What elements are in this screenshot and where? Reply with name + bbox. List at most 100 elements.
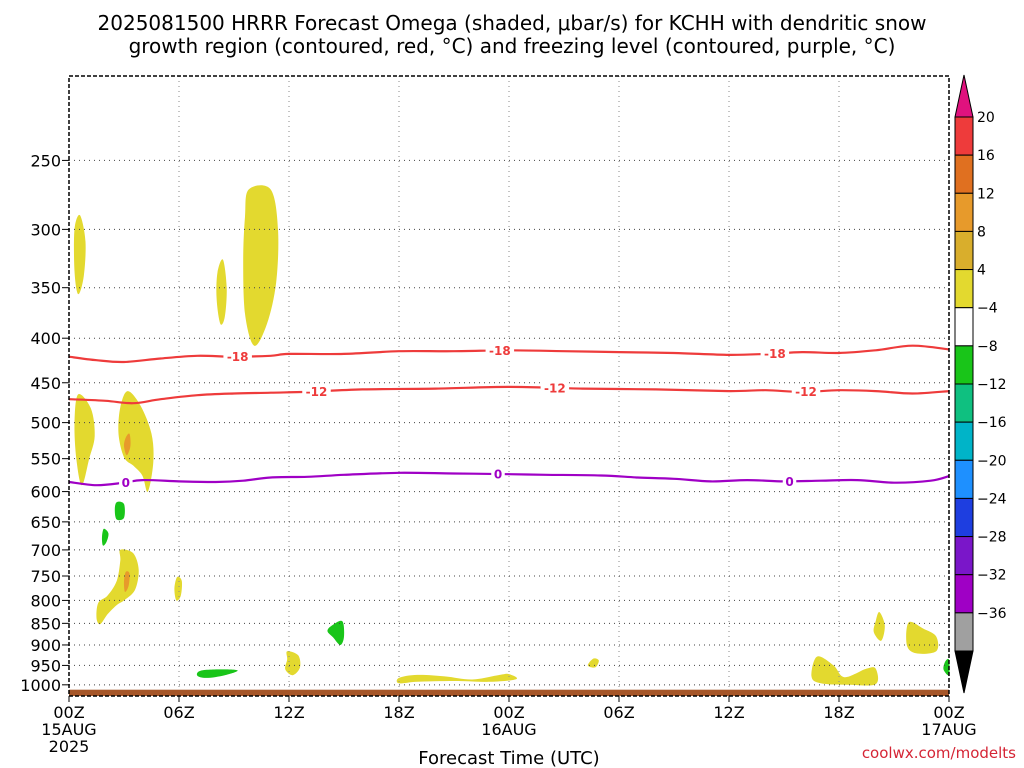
credit-text[interactable]: coolwx.com/modelts (862, 744, 1016, 762)
y-tick-label: 650 (30, 513, 61, 532)
omega-shaded-area (74, 393, 95, 486)
chart-title-line-2: growth region (contoured, red, °C) and f… (129, 34, 896, 58)
contour-label-bg (760, 346, 790, 361)
x-tick-label: 18Z (383, 703, 414, 722)
x-tick-label: 16AUG (481, 720, 536, 739)
contour-label: -12 (306, 385, 328, 399)
x-tick-label: 12Z (273, 703, 304, 722)
colorbar-swatch (954, 536, 974, 576)
contour-label: -12 (795, 385, 817, 399)
chart-title-line-1: 2025081500 HRRR Forecast Omega (shaded, … (98, 11, 927, 35)
contour-label-bg (119, 475, 133, 490)
x-tick-label: 06Z (163, 703, 194, 722)
contour-label-bg (491, 467, 505, 482)
colorbar-swatch (954, 154, 974, 194)
omega-shaded-area (216, 259, 227, 325)
x-tick-label: 06Z (603, 703, 634, 722)
colorbar-swatch (954, 116, 974, 156)
y-tick-label: 500 (30, 414, 61, 433)
y-tick-label: 700 (30, 541, 61, 560)
y-tick-label: 550 (30, 450, 61, 469)
contour-label: 0 (122, 476, 130, 490)
omega-shaded-area (118, 391, 154, 492)
contour-label-bg (302, 384, 331, 399)
omega-shaded-area (174, 576, 183, 601)
pressure-axis-ticks: 250 300 350 400 450 500 550 600 650 700 750 800 850 9… (20, 151, 69, 695)
ground-band (69, 689, 949, 696)
contour-label: 0 (494, 468, 502, 482)
y-tick-label: 400 (30, 329, 61, 348)
omega-shaded-area (327, 620, 345, 646)
y-tick-label: 900 (30, 636, 61, 655)
colorbar-label: −8 (977, 339, 998, 355)
omega-shaded-area (285, 651, 301, 676)
x-tick-label: 00Z (493, 703, 524, 722)
x-tick-label: 18Z (823, 703, 854, 722)
omega-shaded-area (123, 433, 131, 456)
x-tick-label: 17AUG (921, 720, 976, 739)
contour-label: 0 (785, 475, 793, 489)
omega-shaded-area (123, 571, 130, 592)
contour-label-bg (791, 384, 821, 399)
colorbar-label: 20 (977, 110, 995, 126)
colorbar-top-arrow (954, 74, 974, 118)
plot-grid (69, 76, 949, 696)
x-tick-label: 00Z (53, 703, 84, 722)
omega-shaded-area (396, 673, 518, 684)
colorbar-label: −20 (977, 453, 1007, 469)
colorbar-swatch (954, 383, 974, 423)
contour-line (68, 344, 950, 364)
contour-label: -18 (489, 344, 511, 358)
omega-shaded-area (73, 214, 86, 295)
colorbar-swatch (954, 612, 974, 652)
omega-shaded-area (811, 656, 879, 686)
omega-shaded-area (906, 621, 939, 654)
contour-label: -18 (764, 347, 786, 361)
colorbar-swatch (954, 421, 974, 461)
y-tick-label: 350 (30, 279, 61, 298)
contour-label-bg (540, 380, 570, 395)
omega-shading-layer (73, 185, 950, 686)
colorbar-swatch (954, 497, 974, 538)
omega-shaded-area (873, 611, 885, 641)
y-tick-label: 750 (30, 567, 61, 586)
y-tick-label: 300 (30, 220, 61, 239)
x-tick-label: 15AUG (41, 720, 96, 739)
colorbar-label: 8 (977, 224, 986, 240)
colorbar-swatch (954, 307, 974, 347)
colorbar-label: −16 (977, 415, 1007, 431)
colorbar-label: −4 (977, 301, 998, 317)
y-tick-label: 800 (30, 591, 61, 610)
omega-shaded-area (101, 528, 109, 546)
y-tick-label: 950 (30, 656, 61, 675)
x-tick-label: 2025 (49, 737, 90, 756)
y-tick-label: 600 (30, 483, 61, 502)
contour-label-bg (782, 474, 797, 489)
omega-shaded-area (587, 658, 599, 668)
contour-label: -18 (227, 350, 249, 364)
x-tick-label: 12Z (713, 703, 744, 722)
omega-shaded-area (943, 658, 950, 676)
contour-label: -12 (544, 381, 566, 395)
x-axis-title: Forecast Time (UTC) (418, 748, 599, 768)
omega-colorbar: 20 16 12 8 4 −4 −8 −12 −16 −20 −24 −28 −32 −36 (954, 74, 1007, 694)
omega-shaded-area (196, 669, 238, 678)
colorbar-label: 12 (977, 186, 995, 202)
colorbar-swatch (954, 192, 974, 232)
colorbar-swatch (954, 269, 974, 309)
contour-line (68, 385, 950, 405)
colorbar-swatch (954, 345, 974, 385)
contour-line (68, 471, 950, 487)
colorbar-swatch (954, 574, 974, 614)
temperature-contours: -18 -18 -18 -12 -12 -12 0 0 0 (68, 343, 950, 490)
omega-shaded-area (243, 185, 279, 346)
colorbar-label: −24 (977, 491, 1007, 507)
x-tick-label: 00Z (933, 703, 964, 722)
colorbar-label: −12 (977, 377, 1007, 393)
y-tick-label: 250 (30, 151, 61, 170)
ground-surface (69, 689, 949, 696)
contour-label-bg (223, 349, 252, 364)
y-tick-label: 450 (30, 374, 61, 393)
